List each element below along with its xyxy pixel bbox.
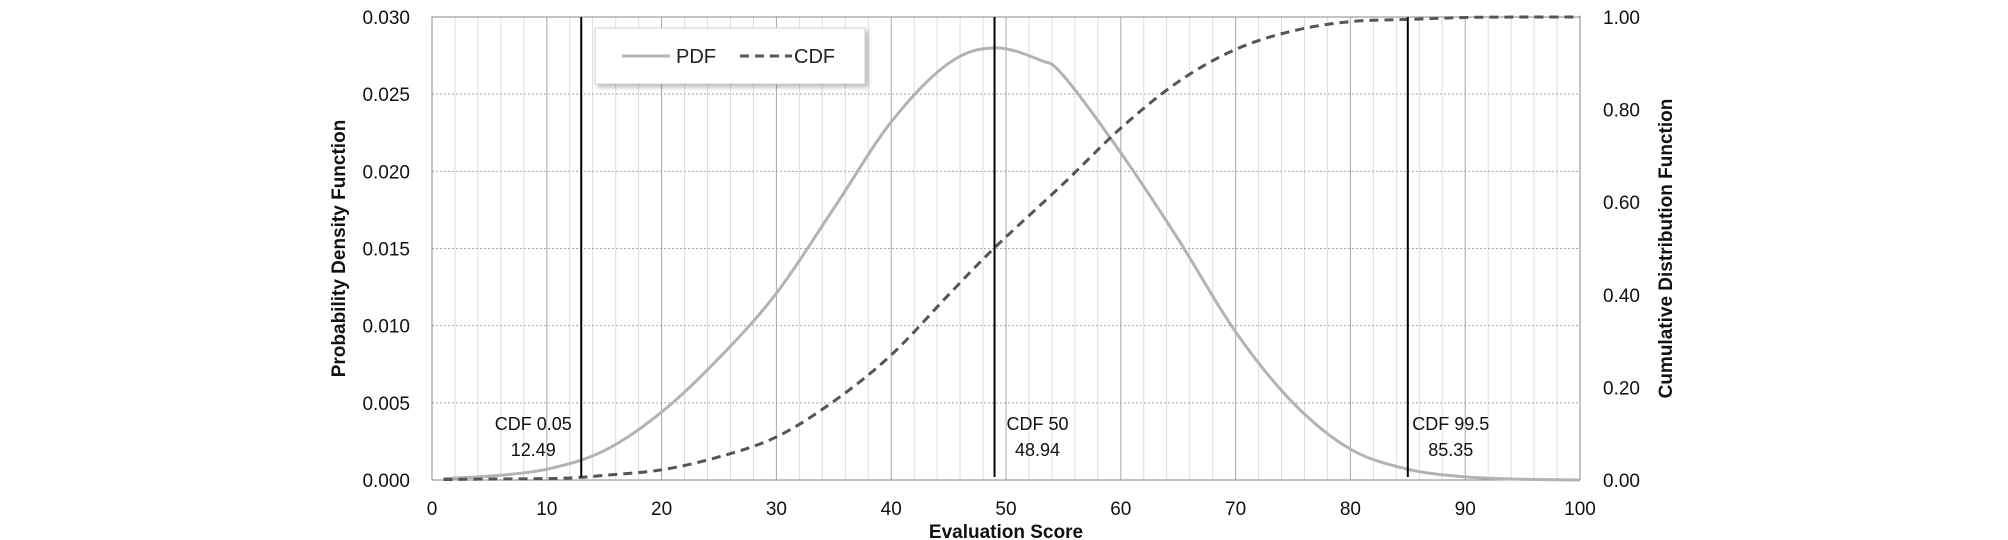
y-right-tick-label: 0.40 bbox=[1603, 286, 1640, 307]
legend-cdf-label: CDF bbox=[794, 46, 835, 68]
marker-label: CDF 99.5 bbox=[1412, 414, 1489, 434]
y-right-tick-label: 1.00 bbox=[1603, 8, 1640, 29]
marker-value: 85.35 bbox=[1428, 440, 1473, 460]
x-tick-label: 70 bbox=[1225, 499, 1246, 520]
y-left-axis-title: Probability Density Function bbox=[329, 120, 350, 378]
y-left-tick-label: 0.015 bbox=[362, 240, 410, 261]
x-tick-label: 80 bbox=[1340, 499, 1361, 520]
x-tick-label: 20 bbox=[651, 499, 672, 520]
x-tick-label: 0 bbox=[427, 499, 438, 520]
legend-pdf-label: PDF bbox=[676, 46, 716, 68]
x-tick-label: 30 bbox=[766, 499, 787, 520]
y-left-axis-ticks: 0.000 0.005 0.010 0.015 0.020 0.025 0.030 bbox=[362, 8, 410, 492]
x-axis-ticks: 0 10 20 30 40 50 60 70 80 90 100 bbox=[427, 499, 1596, 520]
x-tick-label: 50 bbox=[995, 499, 1016, 520]
y-right-tick-label: 0.00 bbox=[1603, 471, 1640, 492]
marker-value: 48.94 bbox=[1015, 440, 1060, 460]
marker-value: 12.49 bbox=[511, 440, 556, 460]
marker-label: CDF 0.05 bbox=[495, 414, 572, 434]
y-left-tick-label: 0.000 bbox=[362, 471, 410, 492]
y-right-tick-label: 0.20 bbox=[1603, 378, 1640, 399]
y-left-tick-label: 0.005 bbox=[362, 394, 410, 415]
x-tick-label: 60 bbox=[1110, 499, 1131, 520]
y-right-axis-ticks: 0.00 0.20 0.40 0.60 0.80 1.00 bbox=[1603, 8, 1640, 492]
x-tick-label: 100 bbox=[1564, 499, 1596, 520]
x-tick-label: 10 bbox=[536, 499, 557, 520]
chart-marks: CDF 0.05 12.49 CDF 50 48.94 CDF 99.5 85.35 bbox=[443, 15, 1581, 482]
series-cdf-line bbox=[443, 15, 1581, 482]
x-tick-label: 90 bbox=[1455, 499, 1476, 520]
legend: PDF CDF bbox=[594, 27, 866, 85]
y-right-axis-title: Cumulative Distribution Function bbox=[1656, 99, 1677, 399]
x-axis-title: Evaluation Score bbox=[929, 522, 1083, 540]
y-left-tick-label: 0.020 bbox=[362, 162, 410, 183]
series-pdf-line bbox=[443, 46, 1581, 482]
plot-area bbox=[431, 16, 1581, 481]
y-right-tick-label: 0.80 bbox=[1603, 101, 1640, 122]
x-tick-label: 40 bbox=[881, 499, 902, 520]
y-left-tick-label: 0.010 bbox=[362, 317, 410, 338]
y-right-tick-label: 0.60 bbox=[1603, 193, 1640, 214]
y-left-tick-label: 0.025 bbox=[362, 85, 410, 106]
y-left-tick-label: 0.030 bbox=[362, 8, 410, 29]
marker-label: CDF 50 bbox=[1007, 414, 1069, 434]
grid bbox=[432, 17, 1580, 480]
